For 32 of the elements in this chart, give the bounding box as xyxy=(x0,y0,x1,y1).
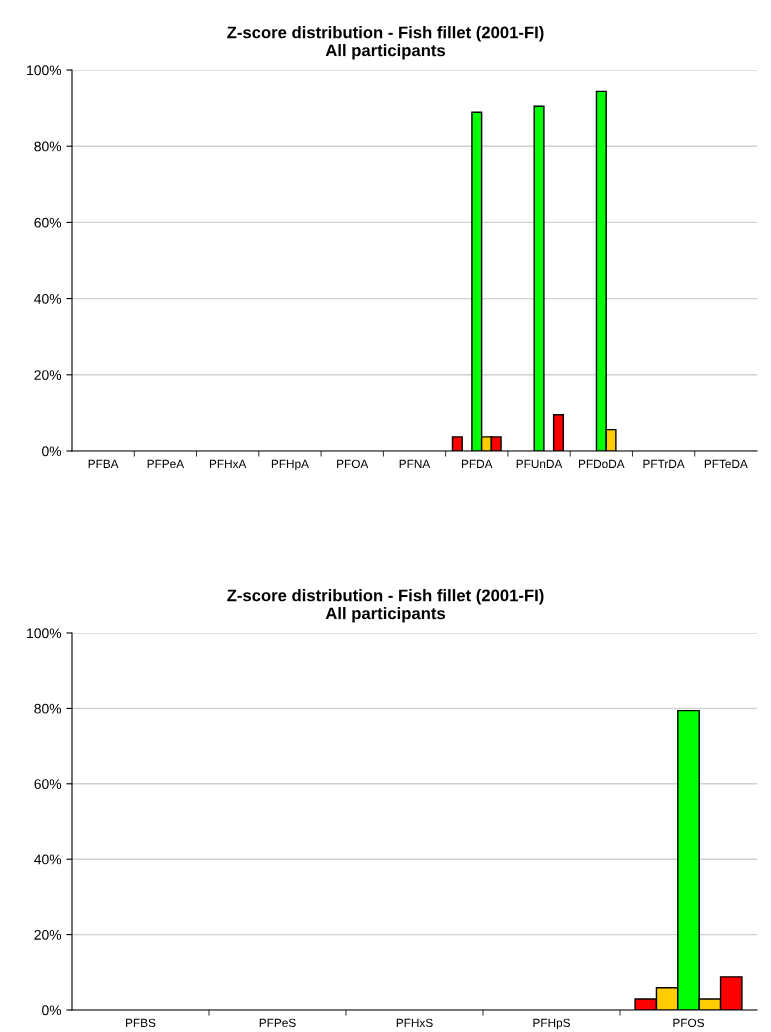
x-tick-label: PFDoDA xyxy=(579,459,625,468)
chart-subtitle: All participants xyxy=(325,607,446,623)
chart-title: Z-score distribution - Fish fillet (2001-FI) xyxy=(227,26,544,42)
x-tick-label: PFBS xyxy=(126,1018,156,1027)
x-tick-label: PFOA xyxy=(337,459,369,468)
x-tick-label: PFTrDA xyxy=(643,459,685,468)
y-tick-label: 80% xyxy=(34,141,62,152)
x-tick-label: PFTeDA xyxy=(704,459,748,468)
y-tick-label: 40% xyxy=(34,854,62,865)
x-tick-label: PFHxS xyxy=(396,1018,433,1027)
y-tick-label: 60% xyxy=(34,217,62,228)
x-tick-label: PFUnDA xyxy=(516,459,563,468)
x-tick-label: PFPeA xyxy=(147,459,185,468)
y-tick-label: 80% xyxy=(34,703,62,714)
chart-subtitle: All participants xyxy=(325,44,446,60)
x-tick-label: PFDA xyxy=(462,459,493,468)
y-tick-label: 20% xyxy=(34,929,62,940)
y-tick-label: 0% xyxy=(42,1005,62,1016)
x-tick-label: PFHpA xyxy=(271,459,309,471)
x-tick-label: PFHpS xyxy=(533,1018,570,1030)
x-tick-label: PFHxA xyxy=(209,459,247,468)
y-tick-label: 60% xyxy=(34,779,62,789)
x-tick-label: PFBA xyxy=(88,459,119,468)
y-tick-label: 100% xyxy=(27,628,62,639)
y-tick-label: 40% xyxy=(34,293,62,304)
x-tick-label: PFNA xyxy=(399,459,431,468)
y-tick-label: 0% xyxy=(42,446,62,457)
y-tick-label: 20% xyxy=(34,370,62,380)
x-tick-label: PFPeS xyxy=(259,1018,296,1027)
chart-title: Z-score distribution - Fish fillet (2001-FI) xyxy=(227,589,544,605)
y-tick-label: 100% xyxy=(27,65,62,76)
x-tick-label: PFOS xyxy=(673,1018,705,1027)
